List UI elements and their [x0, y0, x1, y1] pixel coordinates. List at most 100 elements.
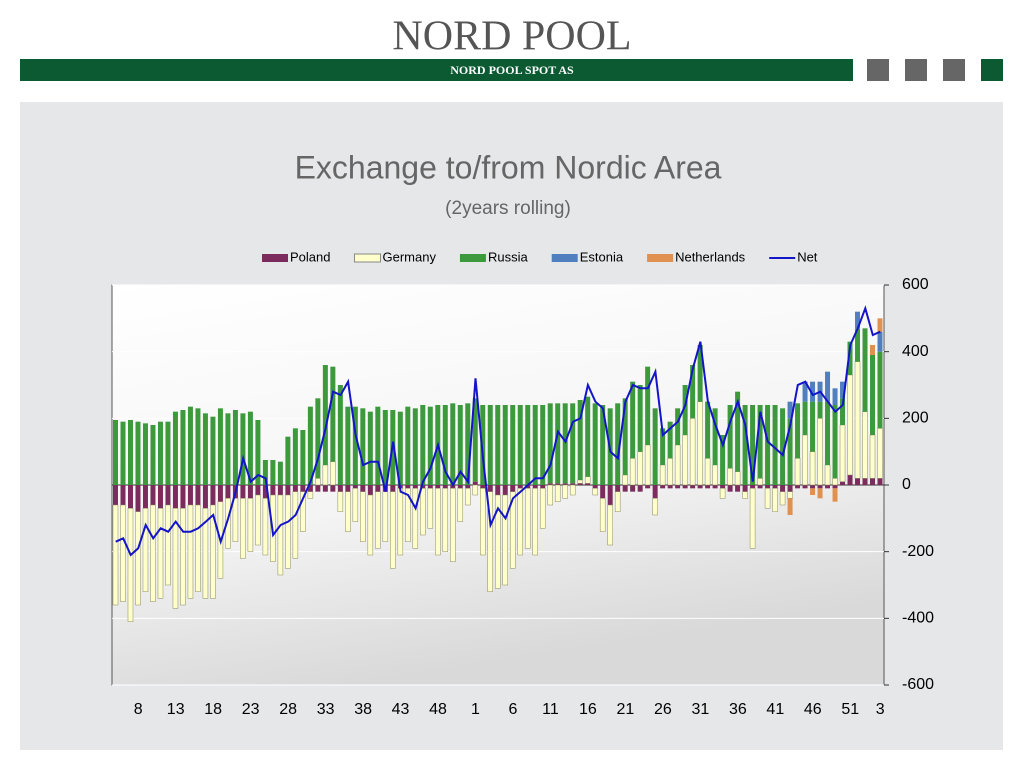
bar-segment: [457, 485, 463, 489]
bar-segment: [735, 391, 741, 472]
bar-segment: [555, 483, 561, 485]
bar-segment: [472, 484, 479, 496]
bar-segment: [442, 488, 449, 552]
bar-segment: [780, 408, 786, 485]
bar-segment: [247, 498, 254, 552]
bar-segment: [652, 485, 658, 499]
bar-segment: [405, 485, 411, 489]
bar-segment: [622, 474, 628, 486]
x-tick-label: 41: [766, 701, 784, 718]
bar-segment: [120, 485, 126, 505]
bar-segment: [757, 405, 763, 479]
x-tick-label: 3: [876, 701, 885, 718]
bar-segment: [247, 485, 253, 499]
bar-segment: [637, 385, 643, 452]
logo: NORD POOL: [392, 14, 631, 60]
bar-segment: [765, 405, 771, 485]
bar-segment: [862, 411, 868, 479]
bar-segment: [330, 461, 336, 486]
bar-segment: [870, 345, 876, 355]
bar-segment: [240, 413, 246, 485]
bar-segment: [689, 418, 696, 486]
bar-segment: [120, 504, 126, 602]
bar-segment: [622, 398, 628, 475]
bar-segment: [270, 485, 276, 495]
bar-segment: [247, 411, 253, 485]
bar-segment: [600, 485, 606, 499]
bar-segment: [839, 424, 846, 482]
bar-segment: [742, 485, 748, 492]
bar-segment: [217, 408, 223, 485]
bar-segment: [187, 406, 193, 485]
x-tick-label: 33: [317, 701, 335, 718]
x-tick-label: 51: [841, 701, 859, 718]
bar-segment: [592, 403, 598, 485]
bar-segment: [285, 494, 291, 569]
bar-segment: [539, 488, 546, 529]
chart-subtitle: (2years rolling): [445, 198, 571, 219]
bar-segment: [202, 485, 208, 509]
bar-segment: [772, 485, 778, 489]
bar-segment: [787, 418, 793, 485]
bar-segment: [532, 488, 538, 556]
bar-segment: [802, 381, 808, 402]
bar-segment: [390, 491, 396, 569]
x-tick-label: 6: [509, 701, 518, 718]
bar-segment: [562, 484, 568, 499]
bar-segment: [277, 485, 283, 495]
header-bar: [20, 59, 853, 81]
bar-segment: [292, 485, 298, 492]
bar-segment: [517, 405, 523, 485]
bar-segment: [562, 403, 568, 484]
bar-segment: [614, 491, 621, 512]
bar-segment: [217, 485, 223, 502]
company: NORD POOL SPOT AS: [450, 63, 574, 77]
bar-segment: [315, 398, 321, 479]
bar-segment: [457, 405, 463, 485]
bar-segment: [562, 483, 568, 485]
bar-segment: [450, 488, 456, 562]
bar-segment: [659, 464, 666, 486]
bar-segment: [180, 485, 186, 509]
x-tick-label: 16: [579, 701, 597, 718]
bar-segment: [577, 479, 583, 484]
bar-segment: [397, 411, 403, 485]
bar-segment: [435, 485, 441, 489]
bar-segment: [615, 403, 621, 485]
legend-swatch: [647, 254, 674, 262]
bar-segment: [397, 488, 404, 556]
bar-segment: [570, 403, 576, 484]
net-line: [115, 305, 881, 557]
bar-segment: [465, 488, 471, 506]
legend-swatch: [353, 253, 381, 263]
bar-segment: [569, 484, 576, 496]
bar-segment: [810, 401, 816, 452]
bar-segment: [825, 401, 831, 465]
bar-segment: [337, 385, 343, 485]
bar-segment: [375, 491, 381, 549]
bar-segment: [487, 485, 493, 492]
x-tick-label: 48: [429, 701, 447, 718]
bar-segment: [195, 408, 201, 485]
bar-segment: [390, 485, 396, 492]
y-tick-label: 200: [902, 410, 929, 427]
bar-segment: [794, 458, 801, 486]
bar-segment: [172, 485, 178, 509]
bar-segment: [817, 485, 823, 489]
bar-segment: [615, 485, 621, 492]
legend-swatch: [551, 254, 578, 262]
bar-segment: [802, 485, 808, 489]
bar-segment: [787, 498, 793, 515]
bar-segment: [450, 403, 456, 485]
bar-segment: [187, 504, 194, 599]
bar-segment: [682, 485, 688, 489]
bar-segment: [667, 485, 673, 489]
bar-segment: [764, 488, 771, 509]
bar-segment: [202, 413, 208, 485]
bar-segment: [532, 485, 538, 489]
bar-segment: [510, 405, 516, 485]
bar-segment: [637, 485, 643, 492]
bar-segment: [150, 425, 156, 485]
bar-segment: [697, 345, 703, 402]
bar-segment: [150, 504, 156, 602]
